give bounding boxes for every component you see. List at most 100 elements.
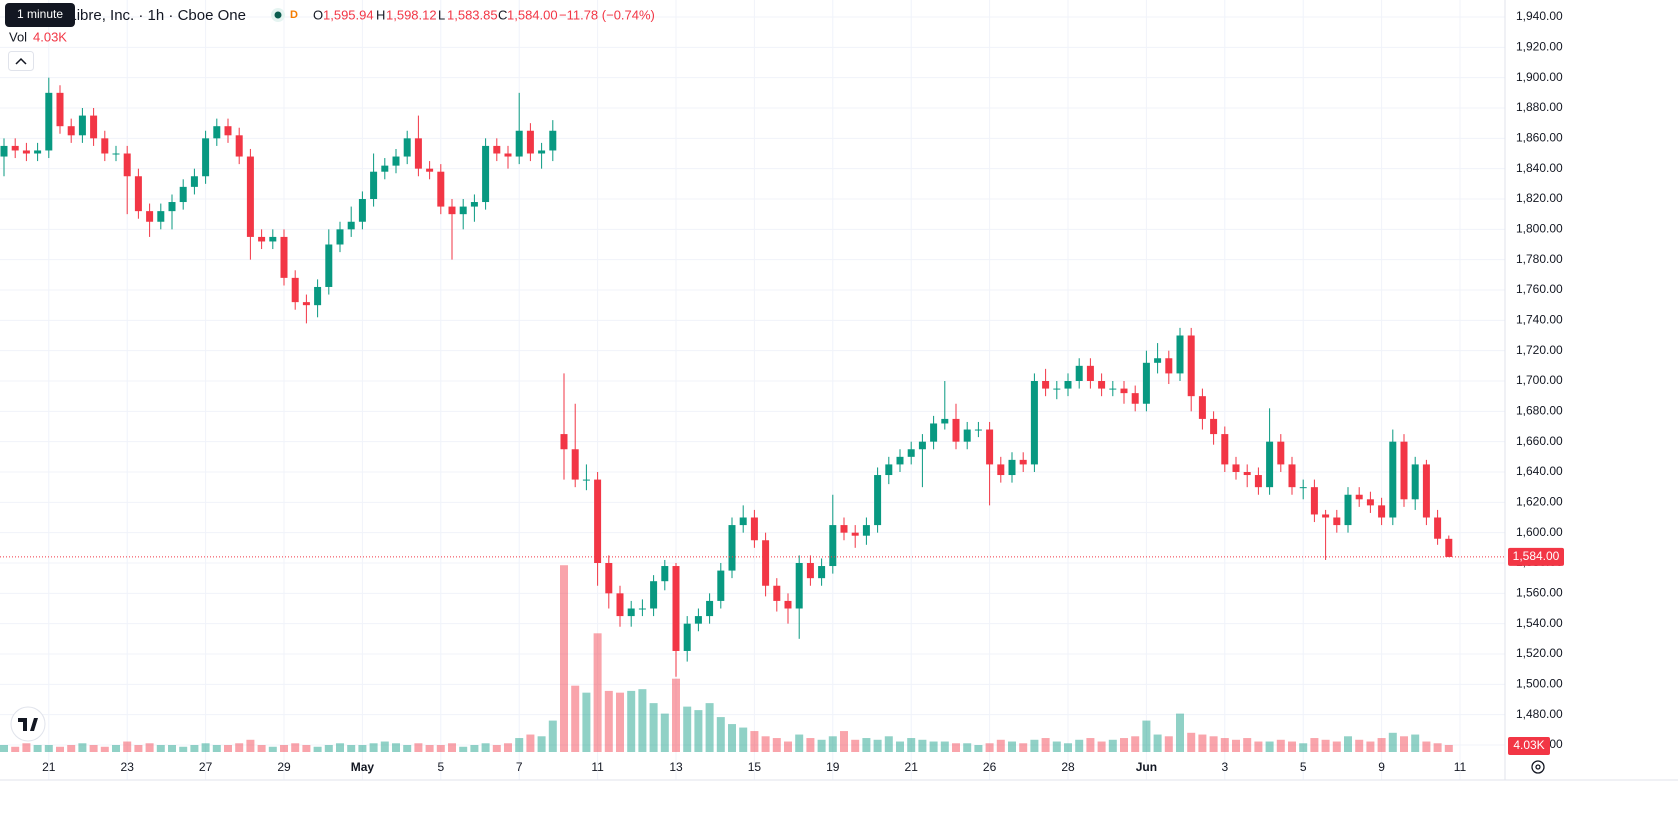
volume-bar <box>1153 734 1162 752</box>
candle-body <box>1154 358 1162 363</box>
volume-bar <box>694 710 703 752</box>
candle-body <box>34 150 42 154</box>
status-dot <box>274 11 282 19</box>
volume-bar <box>537 736 546 752</box>
candle-body <box>1299 487 1307 489</box>
candle-body <box>302 302 310 306</box>
volume-bar <box>257 745 266 752</box>
candle-body <box>213 126 221 139</box>
volume-bars <box>0 565 1453 752</box>
candle-body <box>1411 464 1419 500</box>
candle-body <box>930 423 938 442</box>
volume-bar <box>44 745 53 752</box>
candle-body <box>280 236 288 278</box>
volume-bar <box>940 741 949 752</box>
volume-bar <box>1198 734 1207 752</box>
volume-bar <box>67 745 76 752</box>
candle-body <box>392 156 400 166</box>
x-tick-label: 28 <box>1061 760 1075 774</box>
volume-bar <box>324 745 333 752</box>
logo <box>18 718 38 731</box>
volume-bar <box>134 745 143 752</box>
volume-bar <box>481 743 490 752</box>
y-tick-label: 1,780.00 <box>1516 252 1563 266</box>
volume-bar <box>1444 744 1453 752</box>
candle-body <box>582 479 590 481</box>
candle-body <box>896 456 904 465</box>
volume-bar <box>56 746 64 752</box>
candle-body <box>1109 388 1117 390</box>
volume-bar <box>884 736 893 752</box>
volume-bar <box>638 689 647 752</box>
candle-body <box>672 566 680 651</box>
candle-body <box>963 429 971 442</box>
candle-body <box>1277 441 1285 465</box>
c-label: C <box>498 7 507 22</box>
volume-bar <box>1299 743 1308 752</box>
volume-bar <box>672 678 680 752</box>
vol-label: Vol <box>9 29 27 44</box>
candle-body <box>190 176 198 187</box>
candle-body <box>829 525 837 567</box>
candle-body <box>1400 441 1408 500</box>
volume-bar <box>179 746 188 752</box>
settings-icon[interactable] <box>1531 760 1545 774</box>
candle-body <box>403 138 411 157</box>
volume-bar <box>1142 720 1151 752</box>
volume-bar <box>11 746 20 752</box>
x-tick-label: 11 <box>1454 760 1467 774</box>
candle-body <box>515 130 523 157</box>
candle-body <box>638 608 646 610</box>
volume-bar <box>739 727 748 752</box>
candle-body <box>22 150 30 154</box>
volume-bar <box>336 743 344 752</box>
volume-bar <box>246 739 255 752</box>
volume-bar <box>896 741 904 752</box>
candle-body <box>1366 499 1374 506</box>
candle-body <box>101 138 109 154</box>
volume-bar <box>392 743 400 752</box>
candle-body <box>918 441 926 450</box>
volume-bar <box>1344 736 1352 752</box>
candle-body <box>493 145 501 154</box>
candle-body <box>818 566 826 579</box>
y-tick-label: 1,740.00 <box>1516 313 1563 327</box>
badge: D <box>290 9 298 21</box>
volume-bar <box>750 731 759 752</box>
logo-bg <box>10 706 46 742</box>
volume-bar <box>1030 739 1039 752</box>
tooltip-box <box>5 3 75 27</box>
candle-body <box>571 449 579 480</box>
candle-body <box>1355 494 1363 500</box>
candle-body <box>1131 393 1139 404</box>
volume-bar <box>1422 741 1431 752</box>
volume-bar <box>100 746 109 752</box>
candle-body <box>224 126 232 136</box>
candle-body <box>1042 381 1050 389</box>
candle-body <box>549 130 557 151</box>
volume-bar <box>862 738 871 752</box>
x-tick-label: May <box>351 760 375 774</box>
candle-body <box>482 145 490 203</box>
o-value: 1,595.94 <box>323 7 374 22</box>
candle-body <box>1019 459 1027 465</box>
volume-bar <box>526 734 535 752</box>
y-tick-label: 1,860.00 <box>1516 131 1563 145</box>
o-label: O <box>313 7 323 22</box>
volume-bar <box>369 743 378 752</box>
volume-bar <box>280 745 288 752</box>
candle-body <box>1445 538 1453 557</box>
x-tick-label: 21 <box>42 760 56 774</box>
y-tick-label: 1,700.00 <box>1516 373 1563 387</box>
volume-bar <box>1321 739 1330 752</box>
y-tick-label: 1,760.00 <box>1516 282 1563 296</box>
candle-body <box>1064 381 1072 389</box>
collapse-button[interactable] <box>8 51 34 71</box>
candle-body <box>907 449 915 457</box>
volume-bar <box>380 741 389 752</box>
volume-bar <box>873 739 882 752</box>
candle-body <box>1434 517 1442 539</box>
volume-bar <box>705 703 714 752</box>
candle-body <box>1422 464 1430 518</box>
candle-body <box>90 115 98 139</box>
